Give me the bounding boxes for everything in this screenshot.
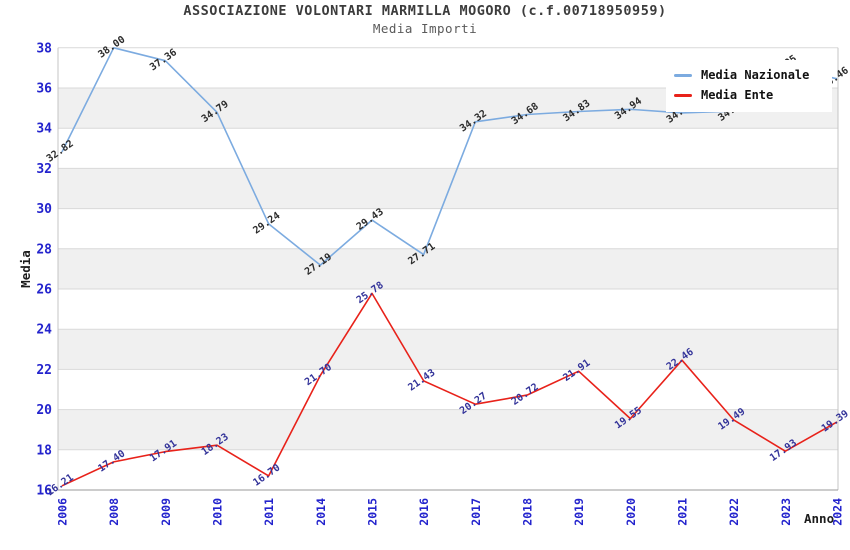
grid-band <box>58 248 838 289</box>
y-tick-label: 24 <box>36 323 52 338</box>
grid-band <box>58 168 838 209</box>
y-axis-title: Media <box>18 250 33 288</box>
grid-band <box>58 329 838 370</box>
y-tick-label: 38 <box>36 41 52 56</box>
y-tick-label: 36 <box>36 82 52 97</box>
legend-label: Media Ente <box>701 88 774 102</box>
y-tick-label: 28 <box>36 242 52 257</box>
x-tick-label: 2024 <box>831 498 845 526</box>
x-tick-label: 2019 <box>572 498 586 526</box>
y-tick-label: 22 <box>36 363 52 378</box>
x-tick-label: 2009 <box>159 498 173 526</box>
x-tick-label: 2018 <box>521 498 535 526</box>
legend-item-media-ente: Media Ente <box>674 85 824 105</box>
y-tick-label: 26 <box>36 283 52 298</box>
x-tick-label: 2023 <box>779 498 793 526</box>
legend-line-swatch-red <box>674 93 692 97</box>
point-label: 20.72 <box>510 382 541 408</box>
x-tick-label: 2016 <box>417 498 431 526</box>
point-label: 32.82 <box>45 138 76 164</box>
y-tick-label: 20 <box>36 403 52 418</box>
point-label: 29.24 <box>251 210 282 236</box>
x-tick-label: 2015 <box>366 498 380 526</box>
x-tick-label: 2017 <box>469 498 483 526</box>
y-tick-label: 34 <box>36 122 52 137</box>
y-tick-label: 30 <box>36 202 52 217</box>
grid-band <box>58 409 838 450</box>
chart-subtitle: Media Importi <box>372 21 478 36</box>
x-tick-label: 2006 <box>56 498 70 526</box>
legend-item-media-nazionale: Media Nazionale <box>674 65 824 85</box>
series-line-media-nazionale <box>61 46 838 266</box>
legend-line-swatch-blue <box>674 73 692 77</box>
y-tick-label: 32 <box>36 162 52 177</box>
x-tick-label: 2011 <box>262 498 276 526</box>
x-tick-label: 2008 <box>107 498 121 526</box>
x-axis-title: Anno <box>804 511 834 526</box>
x-tick-label: 2014 <box>314 498 328 526</box>
point-label: 21.43 <box>406 367 437 393</box>
x-tick-label: 2020 <box>624 498 638 526</box>
legend-box: Media Nazionale Media Ente <box>666 60 832 112</box>
point-label: 29.43 <box>355 207 386 233</box>
legend-label: Media Nazionale <box>701 68 810 82</box>
y-tick-label: 16 <box>36 484 52 499</box>
chart-title: ASSOCIAZIONE VOLONTARI MARMILLA MOGORO (… <box>183 3 667 19</box>
point-label: 16.21 <box>45 472 76 498</box>
x-tick-label: 2021 <box>676 498 690 526</box>
x-tick-label: 2022 <box>727 498 741 526</box>
x-tick-label: 2010 <box>211 498 225 526</box>
series-line-media-ente <box>61 292 838 487</box>
point-label: 16.70 <box>251 462 282 488</box>
point-label: 17.40 <box>96 448 127 474</box>
y-tick-label: 18 <box>36 443 52 458</box>
